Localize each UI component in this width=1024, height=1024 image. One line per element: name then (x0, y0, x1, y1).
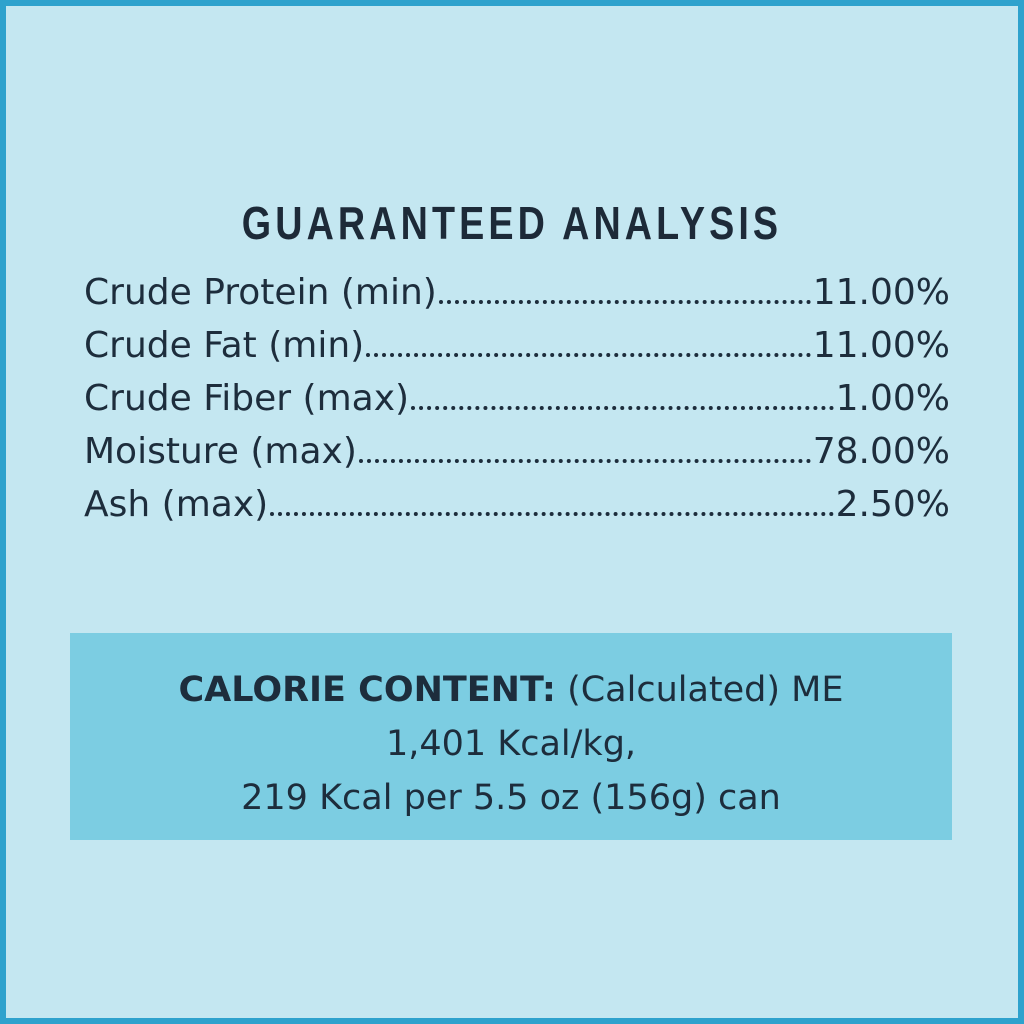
label: Crude Fiber (max) (84, 378, 410, 419)
leader (366, 353, 811, 357)
leader (270, 512, 834, 516)
value: 11.00% (812, 325, 950, 366)
value: 78.00% (812, 431, 950, 472)
row: Crude Fat (min) 11.00% (84, 325, 950, 378)
calorie-text: 1,401 Kcal/kg, (385, 724, 637, 764)
calorie-text: 219 Kcal per 5.5 oz (156g) can (241, 778, 781, 818)
label: Moisture (max) (84, 431, 357, 472)
calorie-line: CALORIE CONTENT: (Calculated) ME (70, 663, 952, 717)
calorie-box: CALORIE CONTENT: (Calculated) ME 1,401 K… (70, 633, 952, 840)
label: Crude Fat (min) (84, 325, 365, 366)
row: Ash (max) 2.50% (84, 484, 950, 537)
leader (358, 459, 811, 463)
row: Crude Fiber (max) 1.00% (84, 378, 950, 431)
label: Ash (max) (84, 484, 269, 525)
value: 1.00% (835, 378, 950, 419)
leader (411, 406, 834, 410)
title: GUARANTEED ANALYSIS (241, 197, 783, 249)
label: Crude Protein (min) (84, 272, 437, 313)
row: Moisture (max) 78.00% (84, 431, 950, 484)
value: 11.00% (812, 272, 950, 313)
value: 2.50% (835, 484, 950, 525)
analysis-list: Crude Protein (min) 11.00% Crude Fat (min… (84, 272, 950, 537)
row: Crude Protein (min) 11.00% (84, 272, 950, 325)
leader (438, 300, 811, 304)
calorie-heading: CALORIE CONTENT: (178, 670, 556, 710)
calorie-text: (Calculated) ME (567, 670, 844, 710)
